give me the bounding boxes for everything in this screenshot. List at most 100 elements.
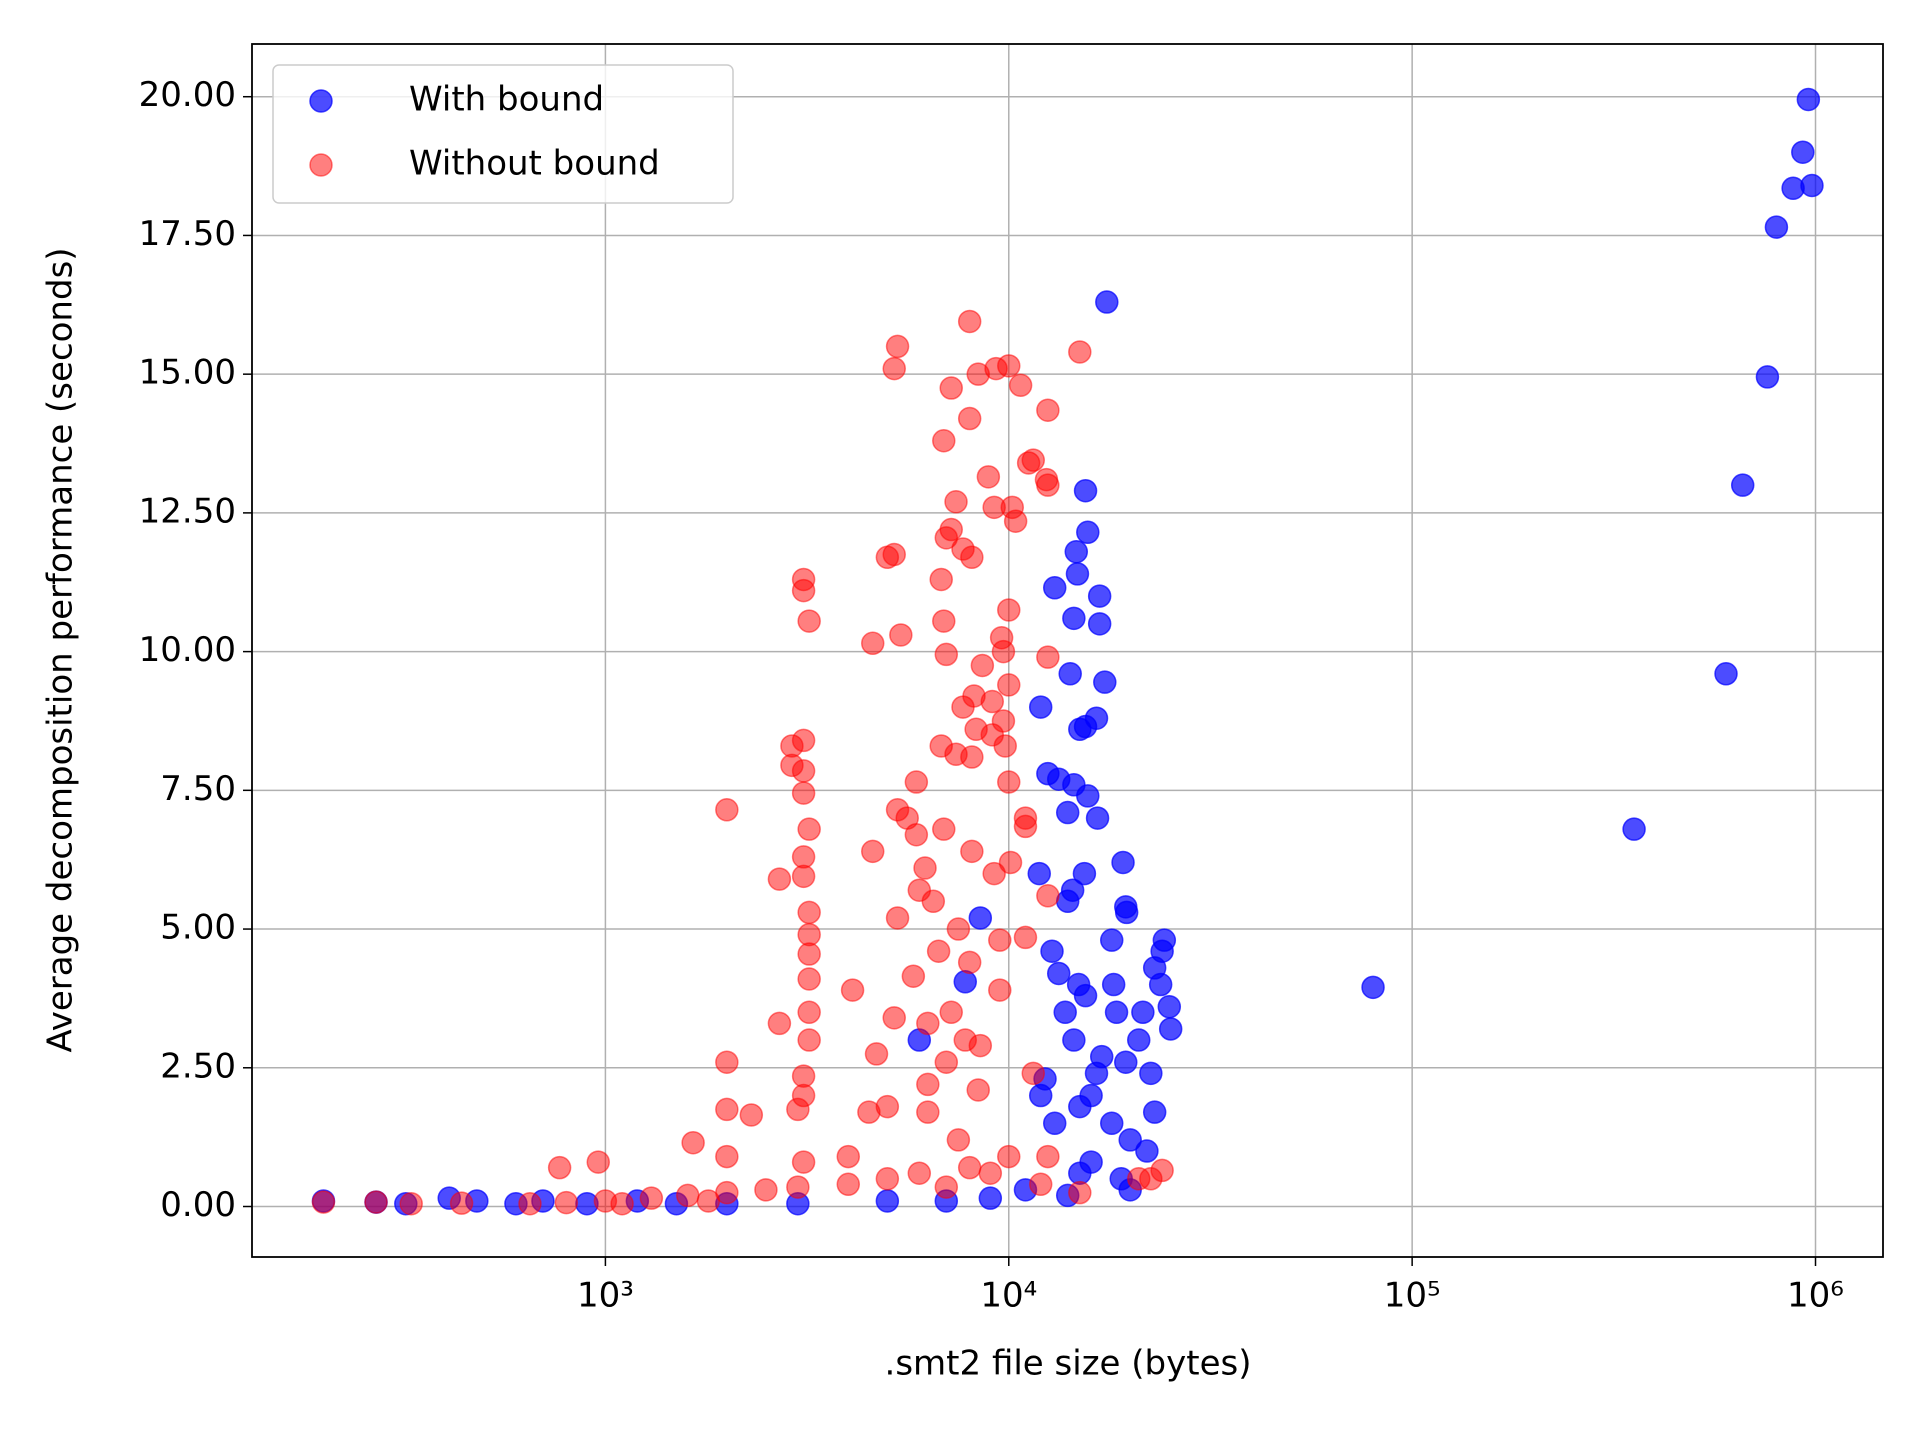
point	[991, 639, 1016, 664]
point	[932, 609, 956, 633]
point	[1755, 365, 1780, 389]
point	[957, 309, 982, 334]
legend-marker	[309, 153, 333, 177]
point	[997, 673, 1021, 697]
point	[1028, 1172, 1053, 1197]
point	[960, 745, 984, 769]
point	[1148, 972, 1173, 997]
point	[860, 631, 885, 656]
point	[913, 856, 937, 880]
point	[1764, 215, 1789, 239]
point	[1036, 473, 1060, 497]
point	[610, 1191, 634, 1216]
point	[1068, 340, 1092, 364]
y-tick-label: 20.00	[139, 75, 236, 115]
point	[889, 623, 913, 647]
y-tick-label: 12.50	[139, 491, 236, 531]
point	[1068, 1180, 1092, 1205]
point	[988, 928, 1012, 952]
y-tick-label: 5.00	[160, 908, 236, 948]
point	[797, 609, 821, 633]
point	[1131, 1000, 1155, 1025]
y-tick-label: 15.00	[139, 353, 236, 393]
point	[1730, 473, 1755, 497]
point	[978, 1186, 1003, 1210]
point	[951, 695, 975, 719]
y-axis-label: Average decomposition performance (secon…	[41, 247, 81, 1052]
point	[639, 1186, 664, 1210]
point	[976, 465, 1001, 489]
point	[885, 334, 910, 359]
point	[1135, 1139, 1159, 1163]
point	[791, 1150, 816, 1174]
point	[791, 759, 816, 783]
legend-label: Without bound	[409, 144, 660, 184]
point	[1040, 939, 1064, 964]
point	[1027, 861, 1051, 886]
point	[997, 1144, 1021, 1169]
point	[998, 850, 1023, 875]
point	[836, 1144, 861, 1169]
point	[449, 1191, 474, 1215]
point	[1055, 800, 1080, 825]
point	[1028, 695, 1053, 719]
point	[875, 1167, 900, 1191]
point	[1142, 1100, 1167, 1124]
y-tick-label: 2.50	[160, 1046, 236, 1086]
point	[934, 1175, 959, 1199]
point	[1622, 817, 1646, 841]
point	[1076, 784, 1100, 808]
legend-marker	[309, 89, 333, 113]
point	[988, 978, 1012, 1002]
point	[966, 1078, 990, 1102]
point	[739, 1103, 764, 1127]
point	[1053, 1000, 1077, 1025]
point	[939, 1000, 963, 1025]
point	[797, 1028, 821, 1052]
point	[791, 728, 816, 753]
point	[1055, 889, 1080, 914]
point	[1013, 814, 1038, 839]
point	[875, 1189, 900, 1213]
point	[980, 689, 1005, 714]
point	[875, 545, 900, 570]
point	[554, 1190, 579, 1215]
point	[1099, 1111, 1124, 1136]
point	[960, 839, 984, 864]
point	[1087, 584, 1112, 608]
point	[836, 1172, 861, 1197]
point	[1126, 1028, 1151, 1052]
point	[904, 822, 929, 847]
point	[907, 1161, 932, 1185]
point	[364, 1190, 388, 1214]
point	[997, 770, 1021, 794]
point	[675, 1183, 700, 1208]
point	[921, 889, 946, 914]
point	[1076, 520, 1100, 545]
point	[1062, 1028, 1086, 1052]
point	[904, 770, 929, 794]
legend-box	[272, 64, 734, 204]
point	[797, 900, 821, 925]
point	[1036, 645, 1060, 669]
point	[926, 939, 951, 964]
point	[901, 964, 926, 988]
point	[957, 406, 982, 431]
point	[864, 1042, 889, 1066]
point	[934, 526, 959, 550]
x-tick-label: 10³	[577, 1276, 634, 1316]
point	[882, 356, 906, 381]
point	[1714, 662, 1738, 686]
point	[966, 362, 990, 386]
x-tick-label: 10⁵	[1384, 1276, 1441, 1316]
point	[518, 1191, 542, 1216]
point	[754, 1178, 778, 1202]
point	[1072, 861, 1097, 886]
point	[1062, 606, 1086, 631]
point	[939, 376, 963, 400]
point	[993, 734, 1017, 758]
point	[929, 567, 953, 592]
point	[715, 1144, 739, 1169]
point	[857, 1100, 881, 1124]
